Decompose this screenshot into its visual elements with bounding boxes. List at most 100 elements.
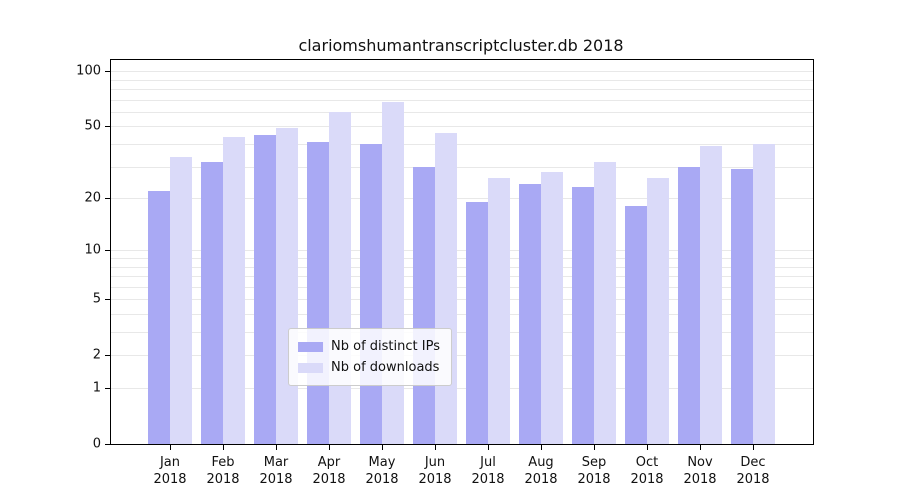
y-tick-label: 10 [84, 242, 101, 258]
bar-nb-of-distinct-ips-feb [201, 161, 223, 444]
month-label: Aug [528, 455, 554, 470]
x-tick-label-oct: Oct 2018 [630, 454, 663, 488]
year-label: 2018 [365, 472, 399, 487]
bar-nb-of-distinct-ips-jul [466, 202, 488, 444]
y-tick-label: 1 [92, 380, 101, 396]
gridline [111, 266, 813, 268]
y-tick-label: 2 [92, 347, 101, 363]
x-tick-label-dec: Dec 2018 [736, 454, 769, 488]
x-tick-label-jul: Jul 2018 [471, 454, 504, 488]
month-label: Dec [740, 455, 766, 470]
x-tick-mark [329, 445, 330, 450]
gridline [111, 299, 813, 301]
year-label: 2018 [683, 472, 717, 487]
bar-nb-of-downloads-jan [170, 156, 192, 444]
legend-item-distinct-ips: Nb of distinct IPs [298, 336, 440, 357]
month-label: Sep [581, 455, 607, 470]
bar-nb-of-downloads-nov [700, 146, 722, 444]
x-tick-label-jan: Jan 2018 [153, 454, 186, 488]
year-label: 2018 [471, 472, 505, 487]
gridline [111, 286, 813, 288]
bar-nb-of-downloads-may [382, 102, 404, 444]
legend-label-distinct-ips: Nb of distinct IPs [331, 339, 440, 354]
y-tick-label: 50 [84, 118, 101, 134]
legend-swatch-distinct-ips-icon [298, 341, 324, 352]
gridline [111, 198, 813, 200]
y-tick-mark [105, 299, 111, 301]
bar-nb-of-downloads-jul [488, 177, 510, 444]
month-label: Oct [635, 455, 659, 470]
y-tick-mark [105, 250, 111, 252]
x-tick-mark [700, 445, 701, 450]
x-tick-mark [170, 445, 171, 450]
y-tick-mark [105, 126, 111, 128]
year-label: 2018 [259, 472, 293, 487]
month-label: Apr [317, 455, 341, 470]
gridline [111, 79, 813, 81]
x-tick-label-nov: Nov 2018 [683, 454, 716, 488]
year-label: 2018 [736, 472, 770, 487]
bar-nb-of-distinct-ips-jun [413, 166, 435, 444]
x-tick-mark [541, 445, 542, 450]
year-label: 2018 [206, 472, 240, 487]
x-tick-mark [276, 445, 277, 450]
y-tick-mark [105, 355, 111, 357]
legend-item-downloads: Nb of downloads [298, 357, 440, 378]
bar-nb-of-downloads-dec [753, 144, 775, 444]
bar-nb-of-distinct-ips-oct [625, 206, 647, 444]
gridline [111, 99, 813, 101]
gridline [111, 258, 813, 259]
bar-nb-of-distinct-ips-nov [678, 166, 700, 444]
gridline [111, 111, 813, 113]
x-tick-mark [223, 445, 224, 450]
x-tick-label-may: May 2018 [365, 454, 398, 488]
y-tick-label: 5 [92, 291, 101, 307]
month-label: Jan [159, 455, 181, 470]
y-tick-label: 20 [84, 190, 101, 206]
x-tick-label-feb: Feb 2018 [206, 454, 239, 488]
year-label: 2018 [153, 472, 187, 487]
month-label: Jul [480, 455, 496, 470]
y-tick-mark [105, 198, 111, 200]
bar-nb-of-distinct-ips-sep [572, 187, 594, 444]
y-tick-mark [105, 71, 111, 73]
year-label: 2018 [312, 472, 346, 487]
gridline [111, 250, 813, 252]
gridline [111, 314, 813, 315]
bar-nb-of-distinct-ips-apr [307, 142, 329, 444]
bar-nb-of-downloads-mar [276, 128, 298, 444]
gridline [111, 355, 813, 357]
x-tick-label-sep: Sep 2018 [577, 454, 610, 488]
x-tick-mark [647, 445, 648, 450]
x-tick-mark [753, 445, 754, 450]
x-tick-mark [435, 445, 436, 450]
bar-nb-of-downloads-aug [541, 172, 563, 444]
bar-nb-of-downloads-jun [435, 133, 457, 444]
gridline [111, 144, 813, 145]
month-label: May [368, 455, 396, 470]
year-label: 2018 [577, 472, 611, 487]
y-tick-label: 0 [92, 436, 101, 452]
month-label: Feb [211, 455, 235, 470]
x-tick-label-mar: Mar 2018 [259, 454, 292, 488]
month-label: Jun [424, 455, 446, 470]
month-label: Nov [687, 455, 713, 470]
bar-nb-of-distinct-ips-jan [148, 190, 170, 444]
x-tick-mark [382, 445, 383, 450]
bar-nb-of-downloads-apr [329, 111, 351, 444]
year-label: 2018 [524, 472, 558, 487]
gridline [111, 276, 813, 277]
bar-nb-of-distinct-ips-aug [519, 184, 541, 444]
gridline [111, 332, 813, 333]
gridline [111, 166, 813, 168]
legend-label-downloads: Nb of downloads [331, 360, 440, 375]
chart-title: clariomshumantranscriptcluster.db 2018 [298, 36, 624, 55]
bar-nb-of-downloads-sep [594, 161, 616, 444]
gridline [111, 388, 813, 389]
bar-nb-of-distinct-ips-mar [254, 134, 276, 444]
plot-area: 100 50 20 10 5 2 1 0 Jan 2018 Feb 2018 Mar 2018 Apr 201… [76, 59, 814, 487]
legend-swatch-downloads-icon [298, 362, 324, 373]
gridline [111, 71, 813, 73]
x-tick-label-aug: Aug 2018 [524, 454, 557, 488]
gridline [111, 89, 813, 90]
